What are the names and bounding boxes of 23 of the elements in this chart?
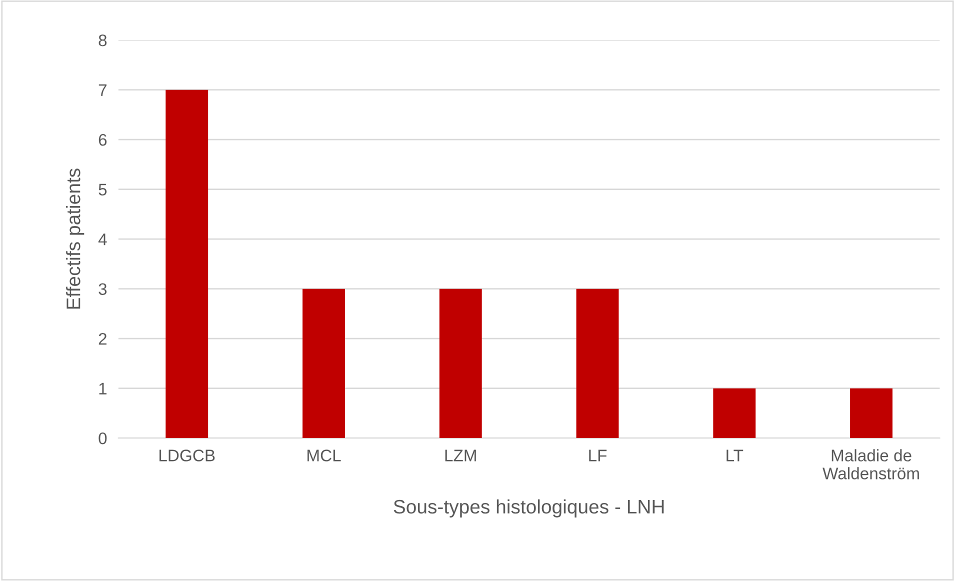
y-tick-label: 4 xyxy=(98,234,107,246)
y-tick-label: 6 xyxy=(98,134,107,146)
y-tick-label: 7 xyxy=(98,84,106,96)
y-tick-label: 0 xyxy=(98,432,107,444)
y-tick-label: 2 xyxy=(98,332,106,345)
y-tick-label: 5 xyxy=(98,184,107,196)
x-tick-label: LT xyxy=(726,450,744,462)
bar xyxy=(713,388,756,438)
bar xyxy=(166,90,208,438)
x-tick-label: Maladie de Waldenström xyxy=(822,449,919,480)
y-tick-label: 1 xyxy=(99,382,106,394)
x-axis-title: Sous-types histologiques - LNH xyxy=(394,499,664,518)
y-tick-label: 8 xyxy=(98,34,107,46)
bar xyxy=(576,288,619,438)
x-tick-label: MCL xyxy=(308,450,341,462)
bar xyxy=(850,388,892,438)
x-tick-label: LZM xyxy=(445,450,476,462)
y-axis-title: Effectifs patients xyxy=(66,168,84,309)
y-tick-label: 3 xyxy=(98,283,107,296)
bar xyxy=(439,288,482,438)
x-tick-label: LDGCB xyxy=(160,450,215,462)
x-tick-label: LF xyxy=(589,450,607,462)
bar xyxy=(302,288,345,438)
